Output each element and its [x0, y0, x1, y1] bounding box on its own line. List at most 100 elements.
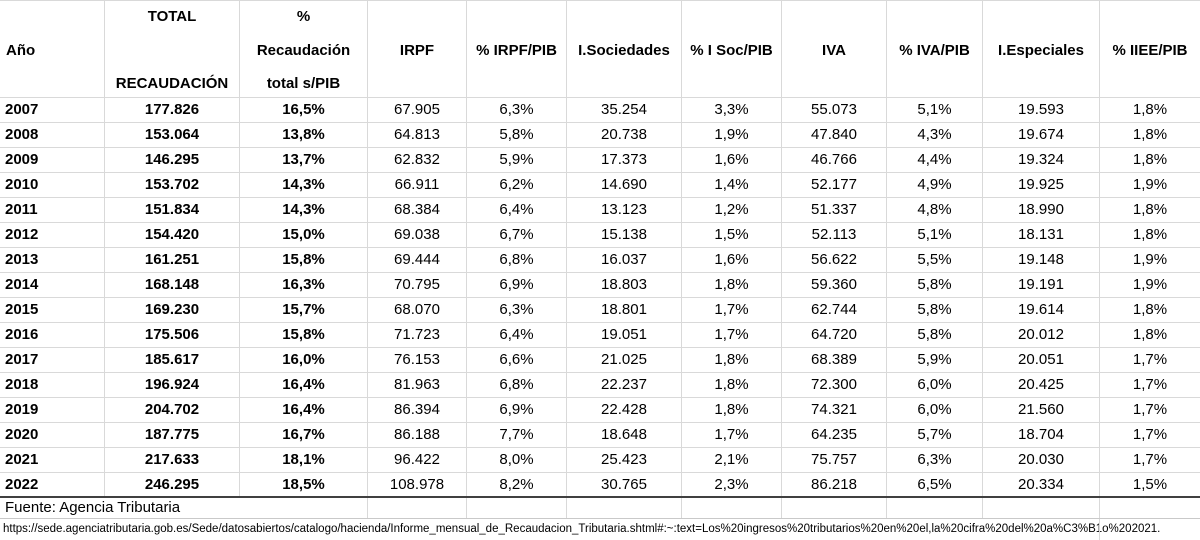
cell-total-recaudacion-2016[interactable]: 175.506 [105, 323, 240, 347]
cell-pct-irpf-pib-2021[interactable]: 8,0% [467, 448, 567, 472]
column-header-pct-isoc-pib[interactable]: % I Soc/PIB [682, 1, 782, 97]
cell-pct-isoc-pib-2019[interactable]: 1,8% [682, 398, 782, 422]
cell-pct-recaudacion-pib-2011[interactable]: 14,3% [240, 198, 368, 222]
cell-pct-recaudacion-pib-2022[interactable]: 18,5% [240, 473, 368, 496]
cell-pct-iva-pib-2019[interactable]: 6,0% [887, 398, 983, 422]
cell-pct-isoc-pib-2016[interactable]: 1,7% [682, 323, 782, 347]
column-header-irpf[interactable]: IRPF [368, 1, 467, 97]
cell-ano-2018[interactable]: 2018 [0, 373, 105, 397]
cell-pct-iva-pib-2017[interactable]: 5,9% [887, 348, 983, 372]
cell-irpf-2015[interactable]: 68.070 [368, 298, 467, 322]
column-header-iva[interactable]: IVA [782, 1, 887, 97]
cell-pct-irpf-pib-2019[interactable]: 6,9% [467, 398, 567, 422]
cell-i-sociedades-2007[interactable]: 35.254 [567, 98, 682, 122]
cell-irpf-2016[interactable]: 71.723 [368, 323, 467, 347]
cell-irpf-2009[interactable]: 62.832 [368, 148, 467, 172]
cell-pct-iiee-pib-2018[interactable]: 1,7% [1132, 376, 1168, 393]
cell-total-recaudacion-2018[interactable]: 196.924 [105, 373, 240, 397]
cell-total-recaudacion-2008[interactable]: 153.064 [105, 123, 240, 147]
column-header-pct-iiee-pib[interactable]: % IIEE/PIB [1100, 1, 1200, 97]
cell-irpf-2017[interactable]: 76.153 [368, 348, 467, 372]
column-header-i-especiales[interactable]: I.Especiales [983, 1, 1100, 97]
cell-i-especiales-2020[interactable]: 18.704 [983, 423, 1100, 447]
cell-i-sociedades-2012[interactable]: 15.138 [567, 223, 682, 247]
cell-pct-iva-pib-2014[interactable]: 5,8% [887, 273, 983, 297]
cell-total-recaudacion-2020[interactable]: 187.775 [105, 423, 240, 447]
cell-pct-recaudacion-pib-2014[interactable]: 16,3% [240, 273, 368, 297]
cell-pct-recaudacion-pib-2016[interactable]: 15,8% [240, 323, 368, 347]
cell-pct-irpf-pib-2011[interactable]: 6,4% [467, 198, 567, 222]
cell-i-sociedades-2022[interactable]: 30.765 [567, 473, 682, 496]
cell-pct-iiee-pib-2017[interactable]: 1,7% [1132, 351, 1168, 368]
cell-irpf-2008[interactable]: 64.813 [368, 123, 467, 147]
cell-ano-2015[interactable]: 2015 [0, 298, 105, 322]
cell-iva-2011[interactable]: 51.337 [782, 198, 887, 222]
cell-total-recaudacion-2021[interactable]: 217.633 [105, 448, 240, 472]
cell-ano-2014[interactable]: 2014 [0, 273, 105, 297]
cell-ano-2010[interactable]: 2010 [0, 173, 105, 197]
cell-total-recaudacion-2017[interactable]: 185.617 [105, 348, 240, 372]
cell-pct-iva-pib-2018[interactable]: 6,0% [887, 373, 983, 397]
cell-irpf-2013[interactable]: 69.444 [368, 248, 467, 272]
cell-pct-recaudacion-pib-2018[interactable]: 16,4% [240, 373, 368, 397]
cell-pct-recaudacion-pib-2017[interactable]: 16,0% [240, 348, 368, 372]
cell-pct-iiee-pib-2015[interactable]: 1,8% [1132, 301, 1168, 318]
cell-pct-isoc-pib-2011[interactable]: 1,2% [682, 198, 782, 222]
cell-irpf-2010[interactable]: 66.911 [368, 173, 467, 197]
cell-pct-irpf-pib-2022[interactable]: 8,2% [467, 473, 567, 496]
cell-pct-isoc-pib-2020[interactable]: 1,7% [682, 423, 782, 447]
cell-i-especiales-2022[interactable]: 20.334 [983, 473, 1100, 496]
source-url[interactable]: https://sede.agenciatributaria.gob.es/Se… [3, 523, 1161, 535]
cell-ano-2019[interactable]: 2019 [0, 398, 105, 422]
cell-pct-iva-pib-2009[interactable]: 4,4% [887, 148, 983, 172]
cell-i-sociedades-2009[interactable]: 17.373 [567, 148, 682, 172]
cell-i-sociedades-2019[interactable]: 22.428 [567, 398, 682, 422]
cell-i-sociedades-2011[interactable]: 13.123 [567, 198, 682, 222]
cell-irpf-2020[interactable]: 86.188 [368, 423, 467, 447]
cell-irpf-2011[interactable]: 68.384 [368, 198, 467, 222]
cell-iva-2018[interactable]: 72.300 [782, 373, 887, 397]
cell-pct-recaudacion-pib-2015[interactable]: 15,7% [240, 298, 368, 322]
cell-iva-2014[interactable]: 59.360 [782, 273, 887, 297]
cell-irpf-2021[interactable]: 96.422 [368, 448, 467, 472]
column-header-ano[interactable]: Año [0, 1, 105, 97]
cell-i-sociedades-2017[interactable]: 21.025 [567, 348, 682, 372]
cell-iva-2016[interactable]: 64.720 [782, 323, 887, 347]
cell-pct-irpf-pib-2016[interactable]: 6,4% [467, 323, 567, 347]
cell-i-especiales-2008[interactable]: 19.674 [983, 123, 1100, 147]
cell-irpf-2022[interactable]: 108.978 [368, 473, 467, 496]
cell-i-especiales-2014[interactable]: 19.191 [983, 273, 1100, 297]
cell-i-especiales-2017[interactable]: 20.051 [983, 348, 1100, 372]
cell-pct-iiee-pib-2008[interactable]: 1,8% [1132, 126, 1168, 143]
cell-pct-iva-pib-2016[interactable]: 5,8% [887, 323, 983, 347]
cell-ano-2012[interactable]: 2012 [0, 223, 105, 247]
cell-i-especiales-2019[interactable]: 21.560 [983, 398, 1100, 422]
cell-pct-iiee-pib-2010[interactable]: 1,9% [1132, 176, 1168, 193]
cell-iva-2022[interactable]: 86.218 [782, 473, 887, 496]
cell-iva-2013[interactable]: 56.622 [782, 248, 887, 272]
cell-i-especiales-2016[interactable]: 20.012 [983, 323, 1100, 347]
cell-pct-recaudacion-pib-2013[interactable]: 15,8% [240, 248, 368, 272]
cell-pct-recaudacion-pib-2008[interactable]: 13,8% [240, 123, 368, 147]
cell-pct-iva-pib-2022[interactable]: 6,5% [887, 473, 983, 496]
cell-pct-iva-pib-2012[interactable]: 5,1% [887, 223, 983, 247]
cell-i-especiales-2011[interactable]: 18.990 [983, 198, 1100, 222]
cell-ano-2022[interactable]: 2022 [0, 473, 105, 496]
cell-i-especiales-2013[interactable]: 19.148 [983, 248, 1100, 272]
cell-irpf-2019[interactable]: 86.394 [368, 398, 467, 422]
cell-iva-2012[interactable]: 52.113 [782, 223, 887, 247]
cell-pct-irpf-pib-2018[interactable]: 6,8% [467, 373, 567, 397]
cell-pct-isoc-pib-2015[interactable]: 1,7% [682, 298, 782, 322]
cell-pct-recaudacion-pib-2010[interactable]: 14,3% [240, 173, 368, 197]
cell-total-recaudacion-2014[interactable]: 168.148 [105, 273, 240, 297]
cell-pct-isoc-pib-2018[interactable]: 1,8% [682, 373, 782, 397]
cell-iva-2020[interactable]: 64.235 [782, 423, 887, 447]
cell-i-especiales-2018[interactable]: 20.425 [983, 373, 1100, 397]
cell-pct-iiee-pib-2016[interactable]: 1,8% [1132, 326, 1168, 343]
cell-pct-recaudacion-pib-2019[interactable]: 16,4% [240, 398, 368, 422]
cell-i-sociedades-2021[interactable]: 25.423 [567, 448, 682, 472]
cell-pct-iiee-pib-2009[interactable]: 1,8% [1132, 151, 1168, 168]
cell-total-recaudacion-2012[interactable]: 154.420 [105, 223, 240, 247]
cell-pct-iva-pib-2015[interactable]: 5,8% [887, 298, 983, 322]
cell-i-especiales-2007[interactable]: 19.593 [983, 98, 1100, 122]
